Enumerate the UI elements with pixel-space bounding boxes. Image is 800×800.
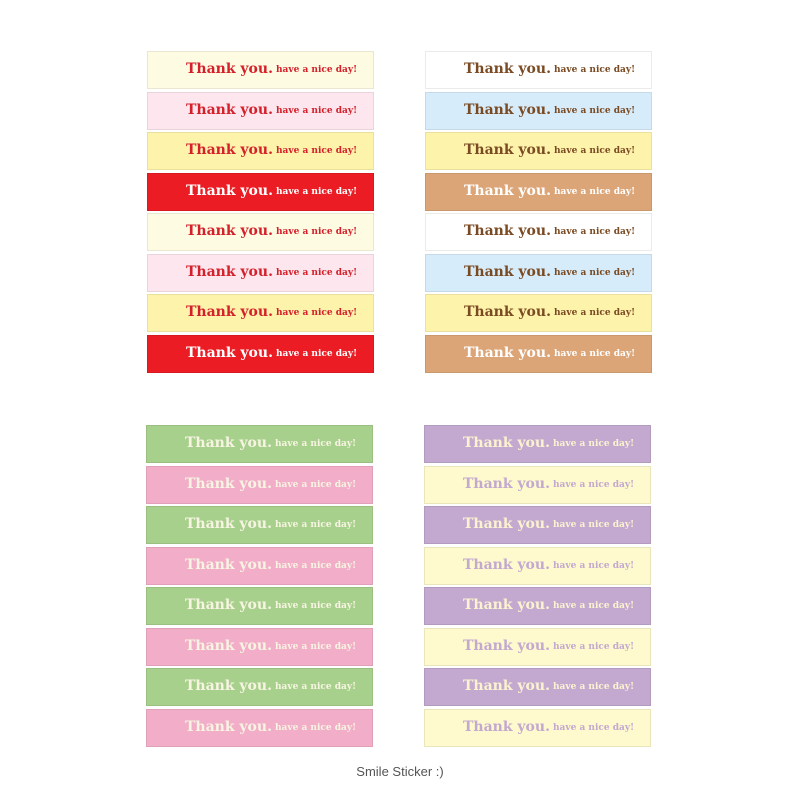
sticker: Thank you. have a nice day! (147, 213, 374, 251)
caption: Smile Sticker :) (356, 764, 444, 779)
sticker: Thank you. have a nice day! (424, 506, 651, 544)
sticker: Thank you. have a nice day! (146, 425, 373, 463)
sticker-subtext: have a nice day! (553, 560, 635, 571)
sticker-subtext: have a nice day! (275, 641, 357, 652)
sticker-text: Thank you. (185, 678, 272, 694)
sticker-subtext: have a nice day! (553, 520, 635, 530)
sticker-text: Thank you. (463, 435, 550, 451)
sticker-subtext: have a nice day! (554, 146, 636, 156)
sticker-text: Thank you. (463, 637, 550, 654)
sticker-subtext: have a nice day! (554, 308, 636, 318)
sticker-text: Thank you. (464, 223, 551, 239)
sticker: Thank you. have a nice day! (146, 708, 373, 747)
sticker-text: Thank you. (464, 101, 551, 118)
sticker-subtext: have a nice day! (553, 722, 635, 733)
sticker-subtext: have a nice day! (276, 267, 358, 278)
sticker-subtext: have a nice day! (275, 520, 357, 530)
sticker-subtext: have a nice day! (275, 601, 357, 611)
sticker: Thank you. have a nice day! (424, 425, 651, 463)
sticker: Thank you. have a nice day! (425, 132, 652, 170)
sticker-text: Thank you. (186, 304, 273, 320)
sticker-subtext: have a nice day! (275, 682, 357, 692)
sticker-subtext: have a nice day! (276, 186, 358, 197)
sticker-subtext: have a nice day! (554, 105, 636, 116)
sticker: Thank you. have a nice day! (425, 172, 652, 211)
sticker: Thank you. have a nice day! (146, 587, 373, 625)
sticker: Thank you. have a nice day! (425, 294, 652, 332)
sticker: Thank you. have a nice day! (146, 627, 373, 666)
sticker-text: Thank you. (464, 182, 551, 199)
sticker-subtext: have a nice day! (553, 601, 635, 611)
sticker-text: Thank you. (464, 344, 551, 361)
sticker: Thank you. have a nice day! (147, 91, 374, 130)
sticker: Thank you. have a nice day! (425, 51, 652, 89)
sticker-subtext: have a nice day! (276, 348, 358, 359)
sticker-subtext: have a nice day! (554, 186, 636, 197)
sticker-subtext: have a nice day! (553, 641, 635, 652)
sticker-text: Thank you. (186, 182, 273, 199)
sticker: Thank you. have a nice day! (147, 294, 374, 332)
sticker-subtext: have a nice day! (276, 65, 358, 75)
sticker-text: Thank you. (186, 344, 273, 361)
sticker-text: Thank you. (464, 263, 551, 280)
sticker-subtext: have a nice day! (276, 308, 358, 318)
sticker-subtext: have a nice day! (275, 722, 357, 733)
sticker-subtext: have a nice day! (275, 479, 357, 490)
sticker: Thank you. have a nice day! (424, 627, 651, 666)
sticker: Thank you. have a nice day! (147, 172, 374, 211)
sticker: Thank you. have a nice day! (146, 668, 373, 706)
sticker-text: Thank you. (463, 556, 550, 573)
sticker-text: Thank you. (463, 597, 550, 613)
sticker-text: Thank you. (464, 304, 551, 320)
sticker-text: Thank you. (186, 101, 273, 118)
sticker-subtext: have a nice day! (554, 65, 636, 75)
sticker: Thank you. have a nice day! (424, 587, 651, 625)
sticker-text: Thank you. (185, 597, 272, 613)
sticker-text: Thank you. (463, 678, 550, 694)
sticker: Thank you. have a nice day! (425, 253, 652, 292)
sticker: Thank you. have a nice day! (424, 668, 651, 706)
sticker-text: Thank you. (186, 61, 273, 77)
sticker: Thank you. have a nice day! (424, 465, 651, 504)
sticker: Thank you. have a nice day! (425, 213, 652, 251)
sticker-subtext: have a nice day! (554, 227, 636, 237)
sticker-text: Thank you. (185, 718, 272, 735)
sticker-text: Thank you. (185, 516, 272, 532)
sticker: Thank you. have a nice day! (424, 708, 651, 747)
sticker-text: Thank you. (185, 637, 272, 654)
sticker-subtext: have a nice day! (275, 439, 357, 449)
sticker: Thank you. have a nice day! (146, 506, 373, 544)
sticker-subtext: have a nice day! (554, 348, 636, 359)
sticker-subtext: have a nice day! (275, 560, 357, 571)
sticker: Thank you. have a nice day! (146, 546, 373, 585)
sticker-text: Thank you. (185, 556, 272, 573)
sticker-subtext: have a nice day! (554, 267, 636, 278)
sticker-text: Thank you. (186, 142, 273, 158)
sticker-text: Thank you. (463, 516, 550, 532)
sticker: Thank you. have a nice day! (425, 334, 652, 373)
sticker-subtext: have a nice day! (276, 146, 358, 156)
sticker: Thank you. have a nice day! (147, 132, 374, 170)
sticker-text: Thank you. (464, 61, 551, 77)
sticker-text: Thank you. (464, 142, 551, 158)
sticker: Thank you. have a nice day! (147, 51, 374, 89)
sticker-subtext: have a nice day! (553, 682, 635, 692)
sticker-subtext: have a nice day! (276, 227, 358, 237)
sticker-text: Thank you. (463, 475, 550, 492)
sticker-subtext: have a nice day! (276, 105, 358, 116)
sticker-text: Thank you. (463, 718, 550, 735)
sticker: Thank you. have a nice day! (425, 91, 652, 130)
sticker: Thank you. have a nice day! (147, 253, 374, 292)
sticker-subtext: have a nice day! (553, 439, 635, 449)
sticker: Thank you. have a nice day! (424, 546, 651, 585)
sticker-subtext: have a nice day! (553, 479, 635, 490)
sticker-text: Thank you. (185, 435, 272, 451)
sticker: Thank you. have a nice day! (147, 334, 374, 373)
sticker: Thank you. have a nice day! (146, 465, 373, 504)
sticker-text: Thank you. (185, 475, 272, 492)
sticker-text: Thank you. (186, 263, 273, 280)
sticker-text: Thank you. (186, 223, 273, 239)
